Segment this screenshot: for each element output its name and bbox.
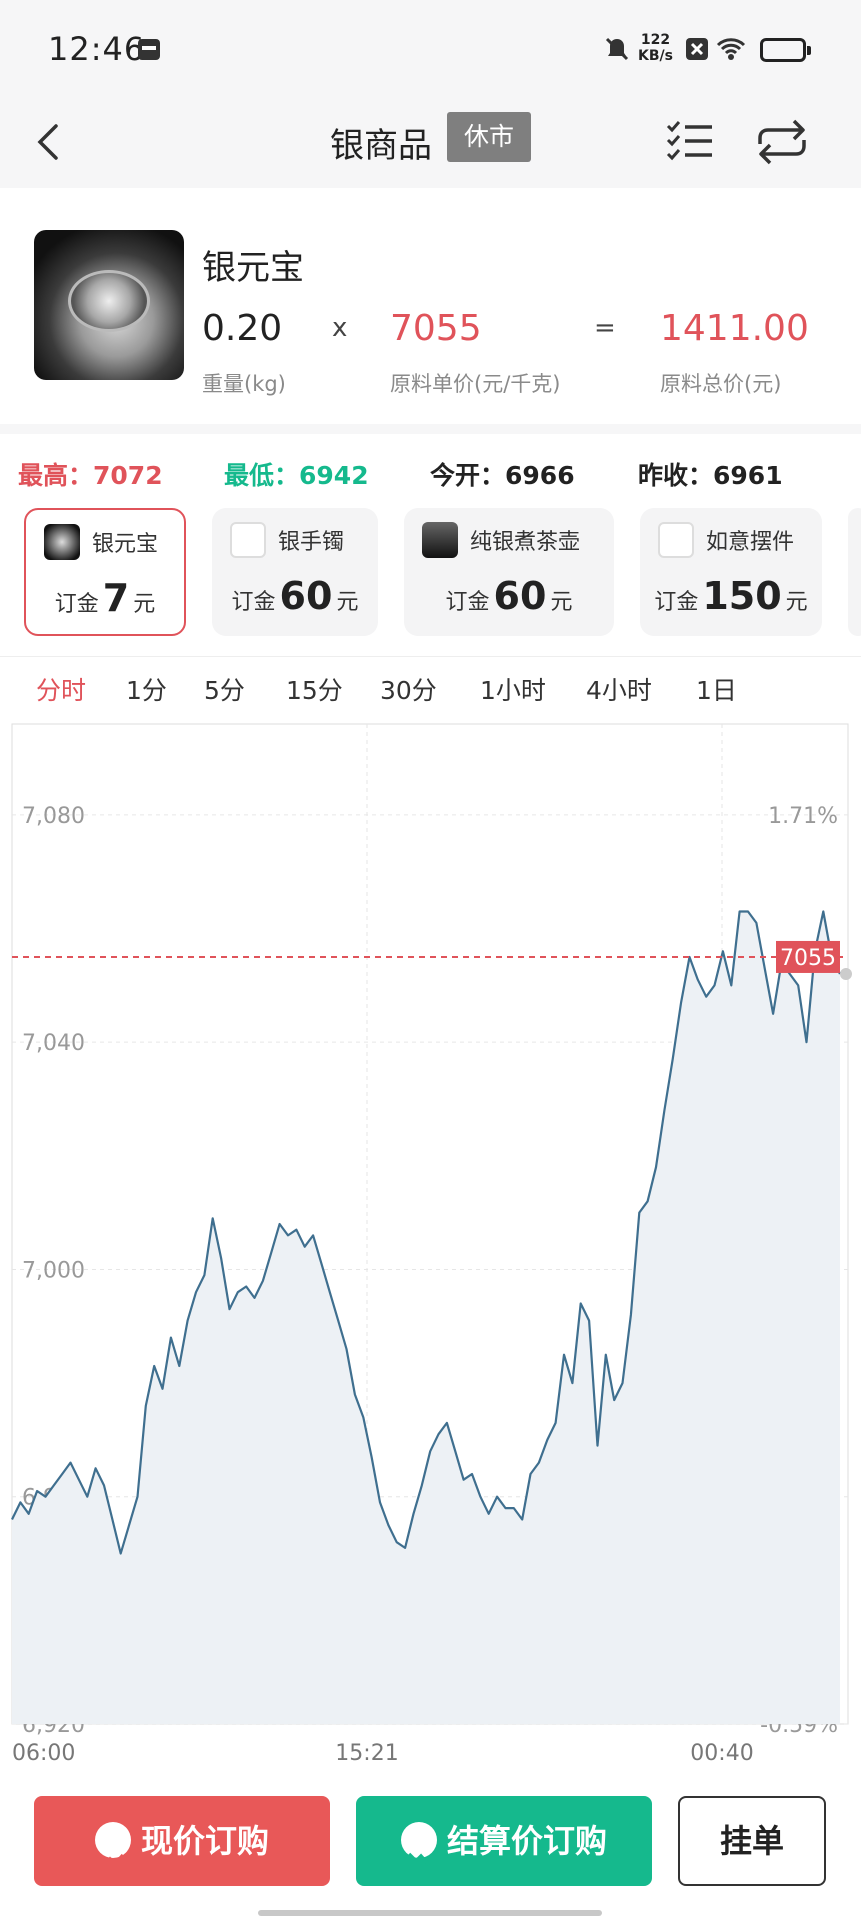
home-indicator — [258, 1910, 602, 1916]
product-chip-ornament[interactable]: 如意摆件 订金 150 元 — [640, 508, 822, 636]
ornament-thumb-icon — [658, 522, 694, 558]
tab-1min[interactable]: 1分 — [126, 676, 167, 705]
x-tick-label: 15:21 — [335, 1741, 398, 1766]
mute-icon — [605, 37, 629, 61]
settle-buy-button[interactable]: 结算价订购 — [356, 1796, 652, 1886]
product-card: 银元宝 0.20 重量(kg) x 7055 原料单价(元/千克) = 1411… — [0, 188, 861, 424]
unit-price-label: 原料单价(元/千克) — [390, 372, 561, 396]
total-label: 原料总价(元) — [660, 372, 782, 396]
status-bar: 12:46 122 KB/s — [0, 0, 861, 100]
price-chart[interactable]: 7,0801.71%7,0401.13%7,0000.56%6,960-0.01… — [0, 720, 861, 1780]
market-stats: 最高：7072 最低：6942 今开：6966 昨收：6961 银元宝 订金 7 元… — [0, 424, 861, 656]
y-tick-left: 7,040 — [22, 1031, 85, 1056]
tab-1hour[interactable]: 1小时 — [480, 676, 546, 705]
action-bar: 现价订购 结算价订购 挂单 — [0, 1780, 861, 1920]
wifi-icon — [716, 38, 746, 60]
back-arrow-icon[interactable] — [28, 120, 72, 164]
product-image — [34, 230, 184, 380]
tab-15min[interactable]: 15分 — [286, 676, 343, 705]
times-symbol: x — [332, 313, 348, 343]
top-nav: 银商品 休市 — [0, 100, 861, 188]
market-buy-button[interactable]: 现价订购 — [34, 1796, 330, 1886]
page-title: 银商品 — [330, 126, 432, 166]
tab-4hour[interactable]: 4小时 — [586, 676, 652, 705]
current-price-label: 7055 — [780, 946, 836, 971]
product-chip-ingot[interactable]: 银元宝 订金 7 元 — [24, 508, 186, 636]
stat-prev-close: 昨收：6961 — [638, 461, 783, 490]
x-tick-label: 06:00 — [12, 1741, 75, 1766]
close-badge-icon — [686, 38, 708, 60]
total-value: 1411.00 — [660, 308, 809, 349]
y-tick-right: 1.71% — [768, 804, 838, 829]
product-chip-overflow[interactable] — [848, 508, 861, 636]
price-chart-svg: 7,0801.71%7,0401.13%7,0000.56%6,960-0.01… — [11, 723, 852, 1766]
calendar-icon — [138, 39, 160, 60]
stat-low: 最低：6942 — [224, 461, 369, 490]
y-tick-left: 7,000 — [22, 1258, 85, 1283]
weight-label: 重量(kg) — [202, 372, 286, 396]
timeframe-tabs: 分时 1分 5分 15分 30分 1小时 4小时 1日 — [0, 656, 861, 720]
product-chip-bracelet[interactable]: 银手镯 订金 60 元 — [212, 508, 378, 636]
teapot-thumb-icon — [422, 522, 458, 558]
equals-symbol: = — [594, 313, 616, 343]
tab-30min[interactable]: 30分 — [380, 676, 437, 705]
switch-arrows-icon[interactable] — [754, 116, 810, 168]
tab-1day[interactable]: 1日 — [696, 676, 737, 705]
ingot-thumb-icon — [44, 524, 80, 560]
stat-high: 最高：7072 — [18, 461, 163, 490]
checklist-icon[interactable] — [664, 116, 716, 168]
pending-order-button[interactable]: 挂单 — [678, 1796, 826, 1886]
battery-icon — [760, 38, 811, 62]
last-point-marker — [840, 968, 852, 980]
product-chip-teapot[interactable]: 纯银煮茶壶 订金 60 元 — [404, 508, 614, 636]
stat-open: 今开：6966 — [430, 461, 575, 490]
current-price-tag — [776, 940, 840, 973]
product-name: 银元宝 — [202, 248, 304, 288]
network-speed: 122 KB/s — [638, 32, 673, 64]
y-tick-left: 7,080 — [22, 804, 85, 829]
price-line — [11, 910, 841, 1555]
x-tick-label: 00:40 — [690, 1741, 753, 1766]
trend-up-icon — [94, 1822, 131, 1868]
tab-5min[interactable]: 5分 — [204, 676, 245, 705]
status-time: 12:46 — [48, 30, 146, 68]
bracelet-thumb-icon — [230, 522, 266, 558]
unit-price-value: 7055 — [390, 308, 482, 349]
trend-down-icon — [400, 1822, 437, 1867]
price-area-fill — [12, 911, 840, 1724]
tab-time-sharing[interactable]: 分时 — [36, 676, 87, 705]
market-closed-badge: 休市 — [447, 112, 531, 162]
weight-value: 0.20 — [202, 308, 283, 349]
